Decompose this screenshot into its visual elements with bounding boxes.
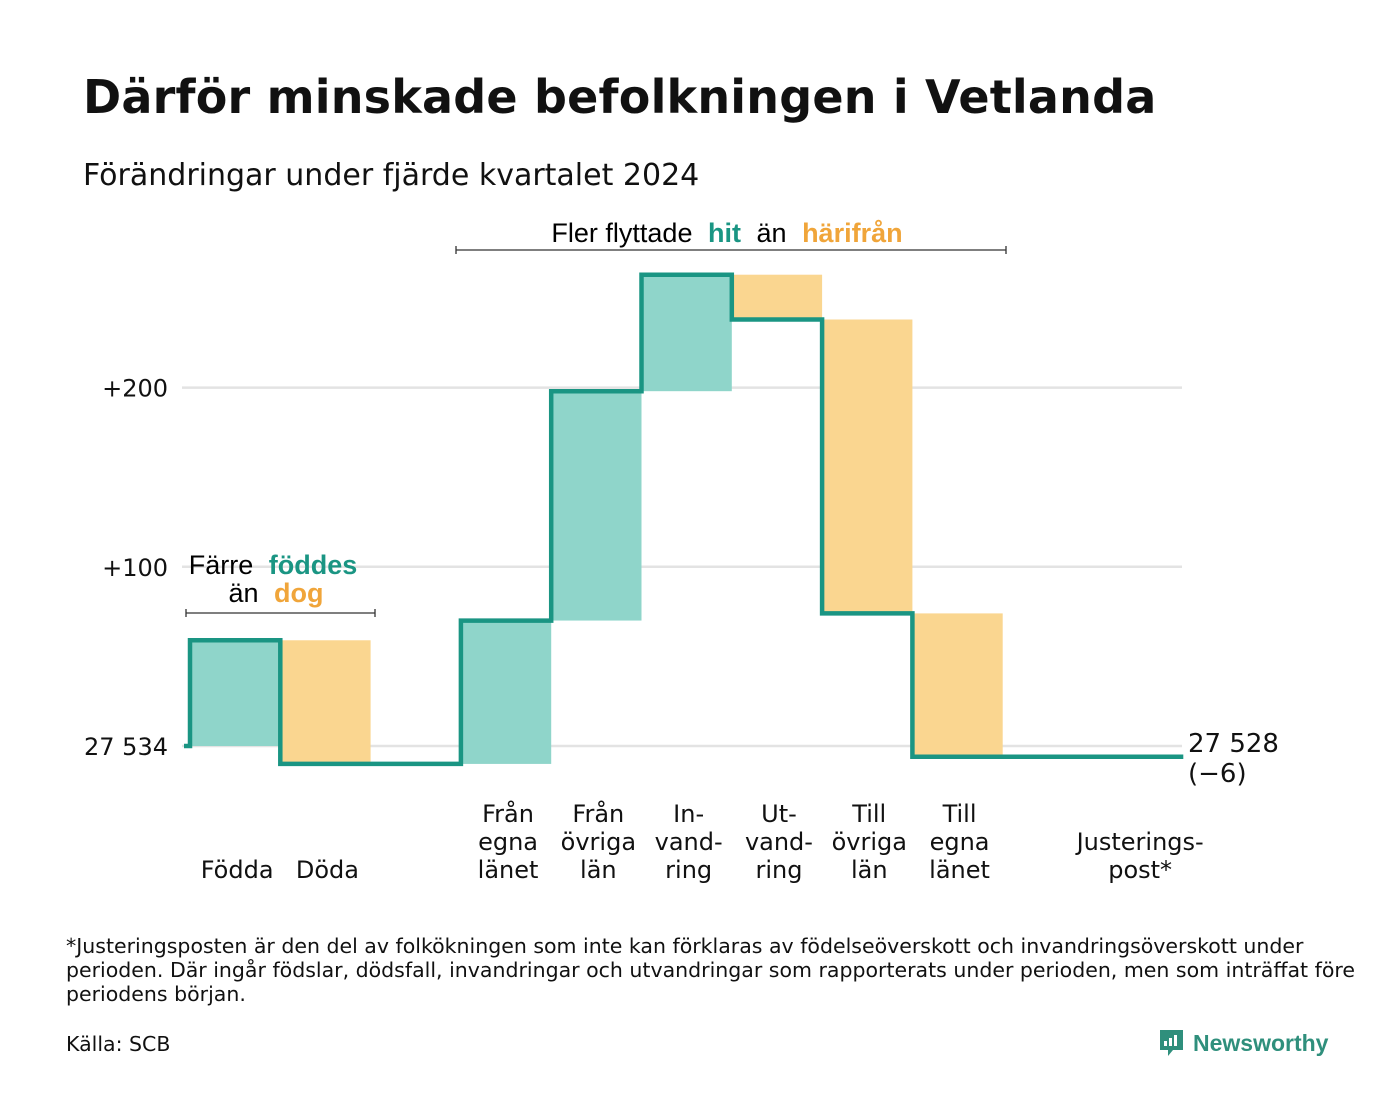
- waterfall-bar: [641, 274, 732, 392]
- source-label: Källa: SCB: [66, 1032, 171, 1056]
- annotation-bracket: [185, 609, 376, 617]
- waterfall-bar: [731, 274, 823, 320]
- annotation-deaths-highlight: dog: [274, 578, 323, 608]
- annotation-migration-highlight2: härifrån: [802, 218, 903, 248]
- annotation-births-text: Färre: [189, 550, 254, 580]
- y-tick-label: +100: [102, 554, 168, 582]
- waterfall-bar: [822, 319, 913, 614]
- labels: 27 534 +100 +200 Födda Döda Från egna länet Från…: [84, 375, 1279, 884]
- waterfall-bar: [280, 640, 371, 764]
- annotation-migration: Fler flyttade hit än härifrån: [455, 218, 1007, 254]
- annotation-migration-text1: Fler flyttade: [551, 218, 692, 248]
- category-label: Födda: [201, 856, 274, 884]
- chart-title: Därför minskade befolkningen i Vetlanda: [83, 70, 1157, 124]
- waterfall-bar: [551, 391, 642, 621]
- annotation-migration-highlight1: hit: [708, 218, 741, 248]
- annotation-migration-line: Fler flyttade hit än härifrån: [551, 218, 902, 248]
- final-change-label: (−6): [1188, 759, 1247, 789]
- y-tick-label: 27 534: [84, 733, 168, 761]
- category-label: Till egna länet: [929, 800, 990, 884]
- annotation-bracket: [455, 246, 1007, 254]
- waterfall-bar: [460, 620, 552, 764]
- category-label: In-vand-ring: [655, 800, 723, 884]
- category-label: Från egna länet: [478, 799, 539, 884]
- brand-name: Newsworthy: [1193, 1029, 1329, 1056]
- category-label: Döda: [296, 856, 359, 884]
- waterfall-bar: [912, 613, 1003, 757]
- annotation-births-deaths: Färre föddes än dog: [185, 550, 376, 617]
- annotation-deaths-text: än: [228, 578, 258, 608]
- bars: [190, 274, 1003, 764]
- annotation-births-line1: Färre föddes: [189, 550, 358, 580]
- annotation-births-line2: än dog: [228, 578, 323, 608]
- final-value-label: 27 528: [1188, 729, 1279, 759]
- annotation-migration-text2: än: [757, 218, 787, 248]
- chart-subtitle: Förändringar under fjärde kvartalet 2024: [83, 158, 700, 193]
- category-label: Till övriga län: [832, 800, 907, 884]
- footnote: *Justeringsposten är den del av folkökni…: [66, 934, 1355, 1006]
- category-label: Ut-vand-ring: [745, 800, 813, 884]
- newsworthy-logo-icon: [1160, 1030, 1183, 1056]
- waterfall-bar: [190, 640, 281, 746]
- annotation-births-highlight: föddes: [269, 550, 358, 580]
- category-label: Från övriga län: [561, 799, 636, 884]
- step-line: [184, 272, 1184, 767]
- category-label: Justerings-post*: [1075, 828, 1204, 884]
- brand-logo: Newsworthy: [1158, 1028, 1328, 1058]
- step-line-group: [184, 272, 1184, 767]
- y-tick-label: +200: [102, 375, 168, 403]
- waterfall-chart: 27 534 +100 +200 Födda Döda Från egna länet Från…: [84, 218, 1279, 884]
